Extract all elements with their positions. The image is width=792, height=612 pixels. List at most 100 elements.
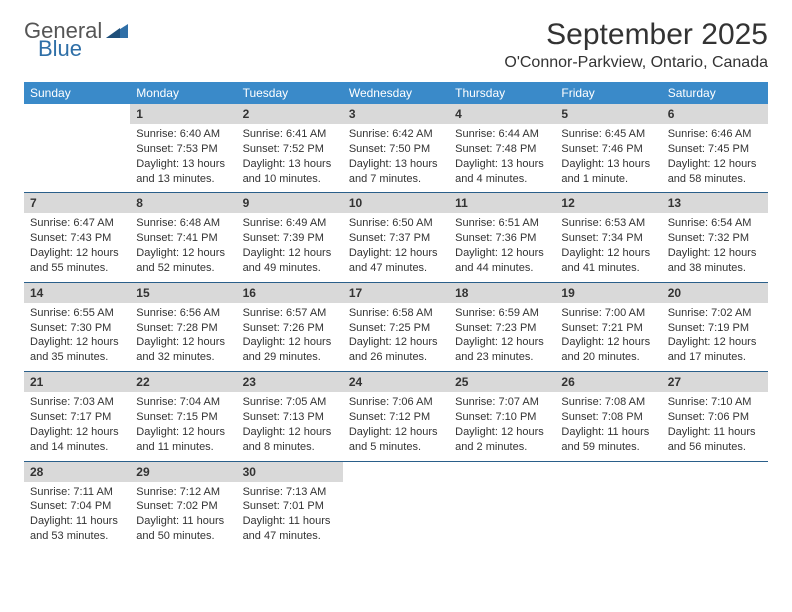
day-cell: 20Sunrise: 7:02 AMSunset: 7:19 PMDayligh…: [662, 283, 768, 371]
day-number: 10: [343, 193, 449, 213]
day-sunrise: Sunrise: 6:44 AM: [455, 127, 549, 142]
day-cell: 2Sunrise: 6:41 AMSunset: 7:52 PMDaylight…: [237, 104, 343, 192]
dow-sunday: Sunday: [24, 82, 130, 104]
day-sunset: Sunset: 7:41 PM: [136, 231, 230, 246]
day-daylight2: and 58 minutes.: [668, 172, 762, 187]
day-body: Sunrise: 7:06 AMSunset: 7:12 PMDaylight:…: [343, 392, 449, 454]
dow-friday: Friday: [555, 82, 661, 104]
title-block: September 2025 O'Connor-Parkview, Ontari…: [504, 18, 768, 72]
week-row: 21Sunrise: 7:03 AMSunset: 7:17 PMDayligh…: [24, 372, 768, 461]
day-number: 20: [662, 283, 768, 303]
day-daylight2: and 32 minutes.: [136, 350, 230, 365]
day-daylight1: Daylight: 13 hours: [243, 157, 337, 172]
day-daylight2: and 26 minutes.: [349, 350, 443, 365]
dow-wednesday: Wednesday: [343, 82, 449, 104]
day-body: Sunrise: 6:56 AMSunset: 7:28 PMDaylight:…: [130, 303, 236, 365]
day-number: 13: [662, 193, 768, 213]
day-cell: 21Sunrise: 7:03 AMSunset: 7:17 PMDayligh…: [24, 372, 130, 460]
day-number: 19: [555, 283, 661, 303]
day-sunrise: Sunrise: 6:55 AM: [30, 306, 124, 321]
day-sunrise: Sunrise: 6:46 AM: [668, 127, 762, 142]
day-body: Sunrise: 7:11 AMSunset: 7:04 PMDaylight:…: [24, 482, 130, 544]
day-sunset: Sunset: 7:15 PM: [136, 410, 230, 425]
day-cell: 28Sunrise: 7:11 AMSunset: 7:04 PMDayligh…: [24, 462, 130, 550]
day-sunset: Sunset: 7:25 PM: [349, 321, 443, 336]
day-sunset: Sunset: 7:06 PM: [668, 410, 762, 425]
day-daylight1: Daylight: 12 hours: [30, 335, 124, 350]
calendar: Sunday Monday Tuesday Wednesday Thursday…: [24, 82, 768, 550]
day-sunrise: Sunrise: 7:00 AM: [561, 306, 655, 321]
day-daylight2: and 47 minutes.: [243, 529, 337, 544]
header: General September 2025 O'Connor-Parkview…: [24, 18, 768, 72]
day-number: 16: [237, 283, 343, 303]
day-body: Sunrise: 6:50 AMSunset: 7:37 PMDaylight:…: [343, 213, 449, 275]
day-daylight2: and 52 minutes.: [136, 261, 230, 276]
day-sunrise: Sunrise: 6:50 AM: [349, 216, 443, 231]
day-cell: 30Sunrise: 7:13 AMSunset: 7:01 PMDayligh…: [237, 462, 343, 550]
day-daylight2: and 56 minutes.: [668, 440, 762, 455]
day-sunrise: Sunrise: 7:10 AM: [668, 395, 762, 410]
day-daylight2: and 23 minutes.: [455, 350, 549, 365]
day-daylight2: and 1 minute.: [561, 172, 655, 187]
weeks-container: 1Sunrise: 6:40 AMSunset: 7:53 PMDaylight…: [24, 104, 768, 550]
calendar-page: General September 2025 O'Connor-Parkview…: [0, 0, 792, 560]
month-title: September 2025: [504, 18, 768, 52]
day-daylight1: Daylight: 12 hours: [136, 425, 230, 440]
day-sunset: Sunset: 7:34 PM: [561, 231, 655, 246]
day-number: 4: [449, 104, 555, 124]
day-sunrise: Sunrise: 7:08 AM: [561, 395, 655, 410]
day-daylight2: and 17 minutes.: [668, 350, 762, 365]
day-daylight2: and 59 minutes.: [561, 440, 655, 455]
day-sunset: Sunset: 7:08 PM: [561, 410, 655, 425]
day-daylight2: and 13 minutes.: [136, 172, 230, 187]
logo-text-blue: Blue: [38, 36, 82, 62]
day-body: Sunrise: 7:07 AMSunset: 7:10 PMDaylight:…: [449, 392, 555, 454]
day-cell: 16Sunrise: 6:57 AMSunset: 7:26 PMDayligh…: [237, 283, 343, 371]
day-daylight1: Daylight: 13 hours: [455, 157, 549, 172]
day-number: 12: [555, 193, 661, 213]
day-sunrise: Sunrise: 6:56 AM: [136, 306, 230, 321]
day-sunrise: Sunrise: 6:58 AM: [349, 306, 443, 321]
day-daylight1: Daylight: 12 hours: [136, 246, 230, 261]
day-cell: 13Sunrise: 6:54 AMSunset: 7:32 PMDayligh…: [662, 193, 768, 281]
day-sunrise: Sunrise: 6:40 AM: [136, 127, 230, 142]
dow-saturday: Saturday: [662, 82, 768, 104]
day-body: Sunrise: 6:45 AMSunset: 7:46 PMDaylight:…: [555, 124, 661, 186]
day-sunset: Sunset: 7:37 PM: [349, 231, 443, 246]
day-number: 14: [24, 283, 130, 303]
day-daylight2: and 38 minutes.: [668, 261, 762, 276]
day-sunset: Sunset: 7:17 PM: [30, 410, 124, 425]
day-sunset: Sunset: 7:30 PM: [30, 321, 124, 336]
day-cell: 3Sunrise: 6:42 AMSunset: 7:50 PMDaylight…: [343, 104, 449, 192]
day-body: Sunrise: 7:12 AMSunset: 7:02 PMDaylight:…: [130, 482, 236, 544]
day-daylight2: and 7 minutes.: [349, 172, 443, 187]
day-daylight1: Daylight: 12 hours: [668, 246, 762, 261]
dow-monday: Monday: [130, 82, 236, 104]
day-daylight2: and 50 minutes.: [136, 529, 230, 544]
day-sunset: Sunset: 7:21 PM: [561, 321, 655, 336]
day-sunset: Sunset: 7:10 PM: [455, 410, 549, 425]
day-sunset: Sunset: 7:26 PM: [243, 321, 337, 336]
day-daylight1: Daylight: 12 hours: [243, 335, 337, 350]
day-body: Sunrise: 6:42 AMSunset: 7:50 PMDaylight:…: [343, 124, 449, 186]
day-body: Sunrise: 6:40 AMSunset: 7:53 PMDaylight:…: [130, 124, 236, 186]
day-number: 27: [662, 372, 768, 392]
day-daylight2: and 10 minutes.: [243, 172, 337, 187]
day-number: 8: [130, 193, 236, 213]
day-daylight1: Daylight: 13 hours: [349, 157, 443, 172]
day-number: 25: [449, 372, 555, 392]
day-daylight1: Daylight: 12 hours: [561, 335, 655, 350]
day-body: Sunrise: 6:51 AMSunset: 7:36 PMDaylight:…: [449, 213, 555, 275]
day-daylight1: Daylight: 12 hours: [349, 425, 443, 440]
day-cell: 11Sunrise: 6:51 AMSunset: 7:36 PMDayligh…: [449, 193, 555, 281]
day-daylight1: Daylight: 12 hours: [243, 246, 337, 261]
day-body: Sunrise: 6:44 AMSunset: 7:48 PMDaylight:…: [449, 124, 555, 186]
day-sunset: Sunset: 7:48 PM: [455, 142, 549, 157]
day-body: Sunrise: 7:13 AMSunset: 7:01 PMDaylight:…: [237, 482, 343, 544]
day-daylight2: and 29 minutes.: [243, 350, 337, 365]
day-number: 22: [130, 372, 236, 392]
day-number: 3: [343, 104, 449, 124]
day-sunrise: Sunrise: 7:06 AM: [349, 395, 443, 410]
dow-tuesday: Tuesday: [237, 82, 343, 104]
day-cell: 17Sunrise: 6:58 AMSunset: 7:25 PMDayligh…: [343, 283, 449, 371]
